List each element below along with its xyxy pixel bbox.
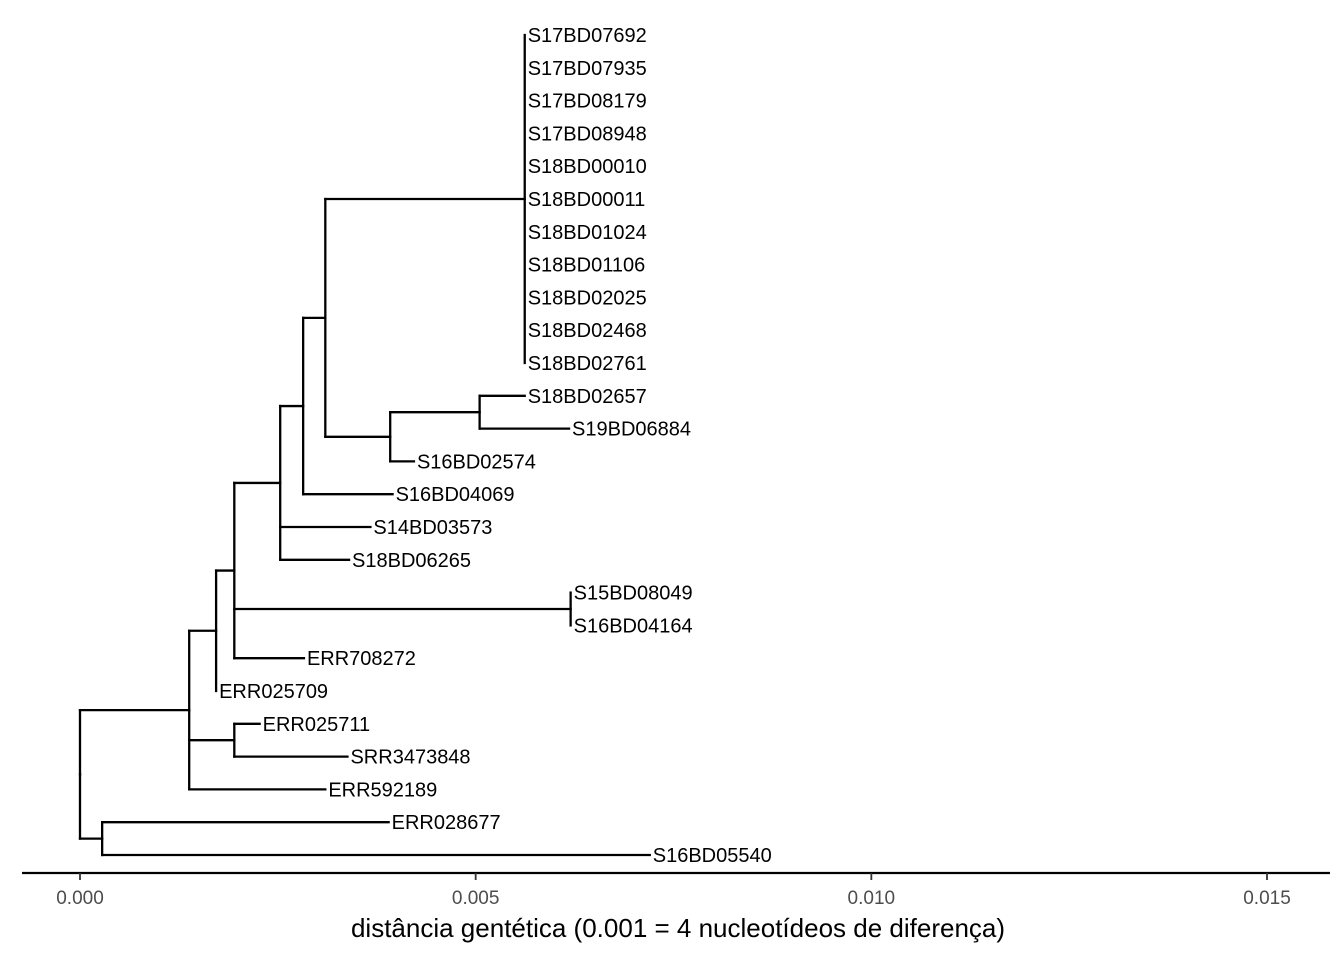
- tip-label: S18BD01106: [528, 255, 646, 277]
- tip-label: S18BD00010: [528, 156, 647, 178]
- tip-label: S15BD08049: [574, 583, 693, 605]
- tip-label: S18BD02657: [528, 386, 647, 408]
- tip-label: S19BD06884: [572, 419, 691, 441]
- tip-label: ERR592189: [328, 779, 437, 801]
- tip-label: S17BD07935: [528, 58, 647, 80]
- tip-label: S14BD03573: [373, 517, 492, 539]
- tree-branches: [78, 33, 651, 857]
- tip-label: S16BD02574: [417, 451, 536, 473]
- tip-label: ERR028677: [392, 812, 501, 834]
- x-axis-ticks: 0.000 0.005 0.010 0.015: [56, 873, 1291, 909]
- x-axis-title: distância gentética (0.001 = 4 nucleotíd…: [351, 913, 1005, 943]
- tip-label: S17BD07692: [528, 25, 647, 47]
- tip-label: S17BD08948: [528, 123, 647, 145]
- tip-label: S16BD04069: [396, 484, 515, 506]
- tip-label: S16BD05540: [653, 845, 772, 867]
- tip-label: S18BD02468: [528, 320, 647, 342]
- x-tick-label: 0.015: [1243, 888, 1291, 909]
- tip-label: S17BD08179: [528, 91, 647, 113]
- tip-labels: S17BD07692 S17BD07935 S17BD08179 S17BD08948…: [219, 25, 772, 867]
- tip-label: S18BD02025: [528, 287, 647, 309]
- tip-label: S18BD02761: [528, 353, 647, 375]
- tip-label: S18BD06265: [352, 550, 471, 572]
- x-axis: 0.000 0.005 0.010 0.015 distância gentética…: [22, 871, 1330, 943]
- tip-label: S18BD01024: [528, 222, 647, 244]
- tip-label: S16BD04164: [574, 615, 693, 637]
- tip-label: ERR025711: [263, 714, 370, 736]
- x-tick-label: 0.000: [56, 888, 104, 909]
- x-tick-label: 0.005: [452, 888, 500, 909]
- x-tick-label: 0.010: [848, 888, 896, 909]
- tip-label: ERR708272: [307, 648, 416, 670]
- tip-label: ERR025709: [219, 681, 328, 703]
- tip-label: SRR3473848: [350, 747, 470, 769]
- tip-label: S18BD00011: [528, 189, 646, 211]
